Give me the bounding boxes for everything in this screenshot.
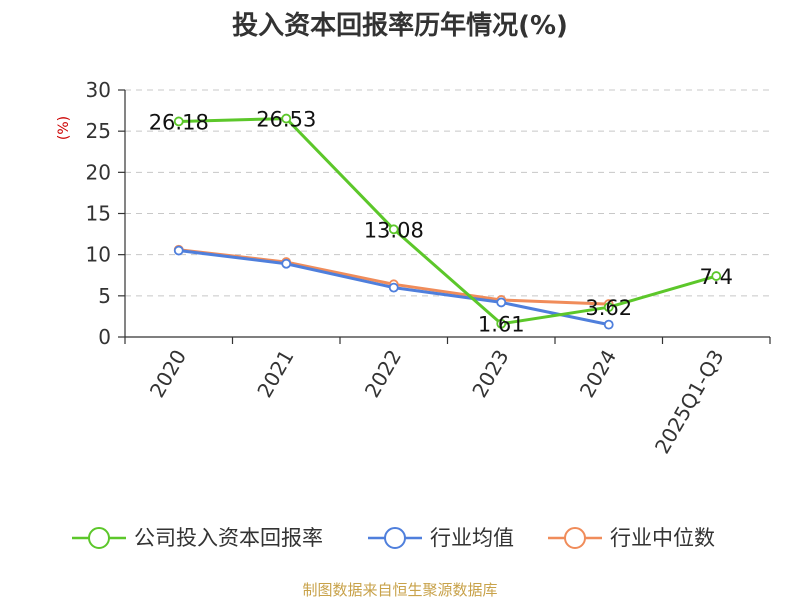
legend-label: 行业均值 xyxy=(430,526,514,550)
data-point xyxy=(281,258,292,269)
y-tick-label: 30 xyxy=(86,78,111,102)
legend-label: 行业中位数 xyxy=(610,526,715,550)
legend: 公司投入资本回报率 行业均值 行业中位数 xyxy=(72,526,715,550)
x-tick-label: 2025Q1-Q3 xyxy=(650,346,729,458)
legend-marker-icon xyxy=(564,527,586,549)
x-tick-label: 2021 xyxy=(252,346,298,402)
data-point xyxy=(173,116,184,127)
data-label: 1.61 xyxy=(478,313,525,337)
legend-marker-icon xyxy=(88,527,110,549)
x-tick-label: 2024 xyxy=(575,346,621,402)
data-point xyxy=(173,245,184,256)
data-label: 26.18 xyxy=(149,110,209,134)
x-tick-label: 2020 xyxy=(145,346,191,402)
y-tick-label: 10 xyxy=(86,243,111,267)
x-tick-label: 2022 xyxy=(360,346,406,402)
data-label: 13.08 xyxy=(364,218,424,242)
source-note: 制图数据来自恒生聚源数据库 xyxy=(302,581,497,599)
series-line xyxy=(178,117,717,326)
y-tick-label: 20 xyxy=(86,160,111,184)
axes: 0 5 10 15 20 25 30 2020 2021 2022 2023 2024 2025Q1-Q… xyxy=(86,78,771,458)
data-point xyxy=(388,224,399,235)
data-point xyxy=(496,297,507,308)
legend-label: 公司投入资本回报率 xyxy=(134,526,323,550)
data-label: 7.4 xyxy=(700,265,733,289)
y-axis-label: (%) xyxy=(56,116,72,140)
data-point xyxy=(281,113,292,124)
y-tick-label: 15 xyxy=(86,202,111,226)
data-labels: 26.18 26.53 13.08 1.61 3.62 7.4 xyxy=(149,108,733,337)
legend-marker-icon xyxy=(384,527,406,549)
data-label: 26.53 xyxy=(256,108,316,132)
data-label: 3.62 xyxy=(585,296,632,320)
data-point xyxy=(496,318,507,329)
y-tick-label: 5 xyxy=(98,284,111,308)
data-point xyxy=(711,271,722,281)
x-tick-label: 2023 xyxy=(467,346,513,402)
data-point xyxy=(603,319,614,330)
y-tick-label: 0 xyxy=(98,325,111,349)
data-point xyxy=(603,302,614,313)
data-point xyxy=(388,282,399,293)
chart-title: 投入资本回报率历年情况(%) xyxy=(232,10,568,41)
series-lines xyxy=(173,113,722,330)
y-tick-label: 25 xyxy=(86,119,111,143)
